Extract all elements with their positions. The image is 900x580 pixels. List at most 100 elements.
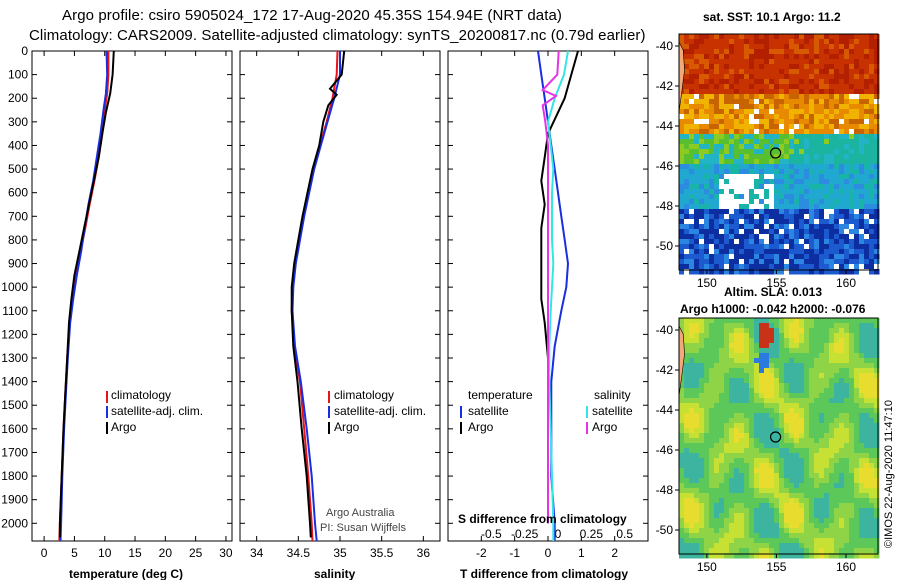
map-cell [834, 39, 840, 45]
map-cell [719, 54, 725, 60]
salinity-axis-label: salinity [314, 567, 356, 580]
map-cell [859, 204, 865, 210]
map-cell [759, 433, 765, 439]
map-cell [724, 264, 730, 270]
map-cell [854, 353, 860, 359]
map-cell [714, 368, 720, 374]
map-cell [694, 99, 700, 105]
map-cell [779, 229, 785, 235]
map-cell [789, 443, 795, 449]
map-cell [824, 259, 830, 265]
map-cell [704, 199, 710, 205]
map-cell [849, 59, 855, 65]
map-cell [764, 478, 770, 484]
map-cell [839, 438, 845, 444]
map-cell [839, 498, 845, 504]
map-cell [714, 393, 720, 399]
map-cell [864, 154, 870, 160]
map-cell [699, 104, 705, 110]
map-cell [754, 378, 760, 384]
map-cell [759, 318, 765, 324]
map-cell [724, 438, 730, 444]
map-cell [719, 249, 725, 255]
map-cell [689, 378, 695, 384]
map-cell [869, 343, 875, 349]
map-cell [834, 443, 840, 449]
map-cell [684, 164, 690, 170]
map-cell [789, 463, 795, 469]
map-cell [739, 373, 745, 379]
map-cell [829, 199, 835, 205]
map-cell [754, 259, 760, 265]
map-cell [849, 438, 855, 444]
map-cell [694, 343, 700, 349]
map-cell [844, 219, 850, 225]
map-cell [874, 363, 880, 369]
map-cell [689, 408, 695, 414]
map-cell [684, 184, 690, 190]
map-cell [724, 259, 730, 265]
map-cell [729, 363, 735, 369]
map-cell [744, 219, 750, 225]
map-cell [729, 358, 735, 364]
map-cell [854, 473, 860, 479]
map-cell [849, 149, 855, 155]
map-cell [764, 398, 770, 404]
map-cell [854, 528, 860, 534]
map-cell [739, 199, 745, 205]
map-cell [749, 408, 755, 414]
map-cell [734, 104, 740, 110]
map-cell [814, 139, 820, 145]
map-cell [784, 443, 790, 449]
map-cell [724, 523, 730, 529]
map-cell [769, 194, 775, 200]
map-cell [779, 54, 785, 60]
map-cell [759, 478, 765, 484]
map-cell [714, 144, 720, 150]
legend-temp-sat-label: satellite [468, 404, 509, 418]
map-cell [704, 513, 710, 519]
map-cell [799, 543, 805, 549]
map-cell [874, 503, 880, 509]
map-cell [689, 69, 695, 75]
map-cell [794, 333, 800, 339]
map-cell [769, 59, 775, 65]
map-cell [779, 503, 785, 509]
map-cell [759, 393, 765, 399]
map-cell [864, 184, 870, 190]
map-cell [714, 333, 720, 339]
map-cell [804, 433, 810, 439]
map-cell [834, 518, 840, 524]
map-cell [789, 383, 795, 389]
map-cell [839, 373, 845, 379]
map-cell [804, 323, 810, 329]
map-cell [824, 89, 830, 95]
map-cell [859, 333, 865, 339]
map-cell [804, 244, 810, 250]
map-cell [794, 403, 800, 409]
map-cell [764, 39, 770, 45]
map-cell [744, 259, 750, 265]
map-cell [824, 488, 830, 494]
map-cell [829, 518, 835, 524]
map-cell [784, 438, 790, 444]
map-cell [809, 478, 815, 484]
map-cell [854, 538, 860, 544]
map-cell [794, 169, 800, 175]
map-cell [724, 548, 730, 554]
map-cell [754, 363, 760, 369]
map-cell [819, 338, 825, 344]
map-cell [804, 533, 810, 539]
map-cell [714, 528, 720, 534]
map-cell [694, 533, 700, 539]
legend-argo-label: Argo [111, 420, 137, 434]
map-cell [714, 259, 720, 265]
map-cell [744, 229, 750, 235]
map-cell [679, 254, 685, 260]
map-cell [869, 154, 875, 160]
map-cell [734, 54, 740, 60]
map-cell [709, 428, 715, 434]
map-cell [699, 383, 705, 389]
map-cell [869, 543, 875, 549]
map-cell [784, 124, 790, 130]
